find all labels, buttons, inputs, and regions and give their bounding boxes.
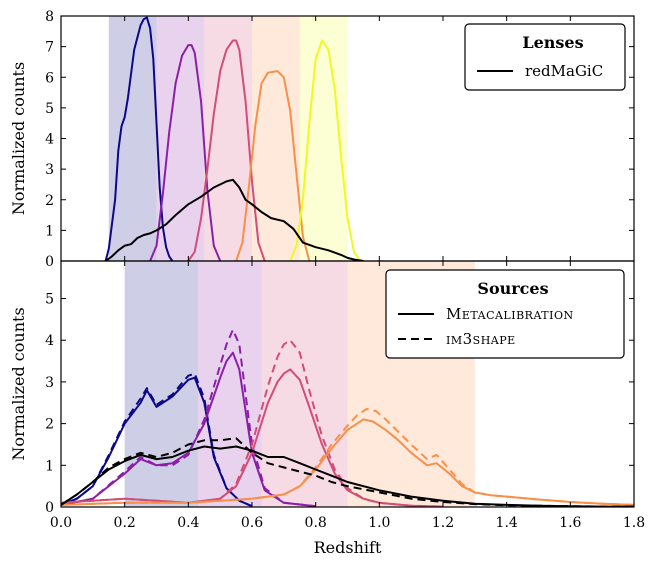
x-axis-label: Redshift: [314, 538, 382, 557]
top-panel-lenses: 0 1 2 3 4 5 6 7 8 Normalized counts Lenses redMaGiC: [9, 9, 635, 270]
legend-box: [464, 23, 626, 91]
x-tick-label: 1.8: [623, 515, 645, 531]
series-line-8-dashed: [61, 408, 634, 506]
y-tick-label: 0: [45, 254, 54, 270]
legend-title: Sources: [477, 279, 548, 298]
y-tick-label: 1: [45, 458, 54, 474]
x-tick-label: 1.4: [496, 515, 518, 531]
x-tick-label: 0.0: [50, 515, 72, 531]
y-tick-label: 4: [45, 132, 54, 148]
legend-label: im3shape: [446, 330, 516, 348]
series-line-2-dashed: [61, 372, 253, 507]
y-tick-label: 4: [45, 333, 54, 349]
y-tick-label: 0: [45, 500, 54, 516]
y-tick-label: 6: [45, 70, 54, 86]
series-group: [104, 16, 364, 261]
y-axis-label: Normalized counts: [9, 62, 28, 215]
legend: Sources Metacalibration im3shape: [385, 269, 625, 359]
x-tick-label: 0.6: [241, 515, 263, 531]
y-tick-label: 5: [45, 101, 54, 117]
axes-frame: [60, 260, 635, 508]
series-line-2-solid: [149, 44, 222, 261]
series-line-9-solid: [61, 445, 634, 507]
legend: Lenses redMaGiC: [464, 23, 626, 91]
series-line-6-solid: [105, 178, 364, 261]
y-tick-label: 8: [45, 9, 54, 25]
y-tick-label: 1: [45, 223, 54, 239]
series-line-5-solid: [289, 39, 362, 261]
y-tick-label: 7: [45, 40, 54, 56]
redshift-bin-band-2: [156, 16, 205, 261]
series-line-4-solid: [235, 70, 311, 261]
series-line-3-solid: [61, 351, 316, 507]
bottom-panel-sources: 0.0 0.2 0.4 0.6 0.8 1.0 1.2 1.4 1.6 1.8 0 1 2 3 4 5 Norm…: [9, 260, 645, 557]
x-tick-label: 1.6: [559, 515, 581, 531]
x-tick-label: 0.4: [177, 515, 199, 531]
legend-box: [385, 269, 625, 359]
redshift-bin-band-2: [197, 261, 262, 507]
x-tick-label: 0.8: [305, 515, 327, 531]
y-tick-label: 2: [45, 193, 54, 209]
y-axis-label: Normalized counts: [9, 307, 28, 460]
y-tick-label: 3: [45, 375, 54, 391]
y-tick-label: 2: [45, 417, 54, 433]
redshift-bin-band-1: [108, 16, 157, 261]
x-tick-label: 0.2: [114, 515, 136, 531]
x-tick-label: 1.0: [368, 515, 390, 531]
legend-title: Lenses: [522, 33, 583, 52]
x-tick-label: 1.2: [432, 515, 454, 531]
legend-label: redMaGiC: [525, 62, 603, 80]
legend-label: Metacalibration: [446, 305, 574, 323]
y-tick-label: 3: [45, 162, 54, 178]
y-tick-label: 5: [45, 292, 54, 308]
redshift-bin-band-1: [124, 261, 198, 507]
series-group: [61, 328, 634, 507]
